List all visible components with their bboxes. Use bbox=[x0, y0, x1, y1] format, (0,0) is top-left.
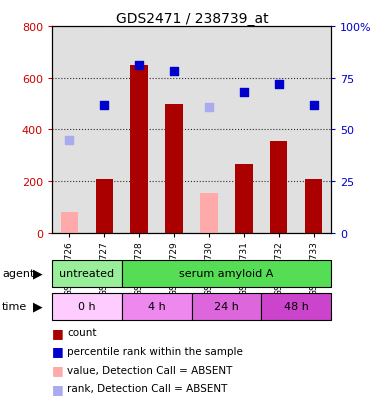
Bar bbox=[192, 293, 261, 320]
Bar bbox=[52, 27, 87, 233]
Text: agent: agent bbox=[2, 268, 34, 279]
Point bbox=[136, 63, 142, 69]
Text: 24 h: 24 h bbox=[214, 301, 239, 312]
Text: ■: ■ bbox=[52, 363, 64, 376]
Point bbox=[101, 102, 107, 109]
Bar bbox=[87, 27, 122, 233]
Bar bbox=[226, 27, 261, 233]
Bar bbox=[200, 193, 218, 233]
Text: ■: ■ bbox=[52, 344, 64, 358]
Bar bbox=[131, 66, 148, 233]
Bar bbox=[52, 293, 122, 320]
Bar bbox=[157, 27, 192, 233]
Bar bbox=[122, 260, 331, 287]
Bar bbox=[261, 293, 331, 320]
Text: 0 h: 0 h bbox=[78, 301, 96, 312]
Point bbox=[171, 69, 177, 76]
Point bbox=[276, 81, 282, 88]
Text: ▶: ▶ bbox=[33, 267, 42, 280]
Bar bbox=[122, 27, 157, 233]
Point bbox=[66, 137, 72, 144]
Bar bbox=[192, 27, 226, 233]
Bar bbox=[296, 27, 331, 233]
Text: ■: ■ bbox=[52, 382, 64, 395]
Bar bbox=[122, 293, 192, 320]
Text: GDS2471 / 238739_at: GDS2471 / 238739_at bbox=[116, 12, 269, 26]
Text: time: time bbox=[2, 301, 27, 312]
Bar bbox=[95, 179, 113, 233]
Point bbox=[311, 102, 317, 109]
Text: ▶: ▶ bbox=[33, 300, 42, 313]
Text: percentile rank within the sample: percentile rank within the sample bbox=[67, 346, 243, 356]
Bar bbox=[166, 104, 183, 233]
Bar bbox=[305, 179, 322, 233]
Text: value, Detection Call = ABSENT: value, Detection Call = ABSENT bbox=[67, 365, 233, 375]
Text: serum amyloid A: serum amyloid A bbox=[179, 268, 274, 279]
Text: ■: ■ bbox=[52, 326, 64, 339]
Bar bbox=[61, 213, 78, 233]
Text: untreated: untreated bbox=[59, 268, 114, 279]
Text: 4 h: 4 h bbox=[148, 301, 166, 312]
Bar bbox=[235, 165, 253, 233]
Text: 48 h: 48 h bbox=[284, 301, 309, 312]
Point bbox=[241, 90, 247, 96]
Bar bbox=[261, 27, 296, 233]
Point bbox=[206, 104, 212, 111]
Text: count: count bbox=[67, 328, 97, 337]
Bar bbox=[52, 260, 122, 287]
Bar bbox=[270, 142, 288, 233]
Text: rank, Detection Call = ABSENT: rank, Detection Call = ABSENT bbox=[67, 383, 228, 393]
